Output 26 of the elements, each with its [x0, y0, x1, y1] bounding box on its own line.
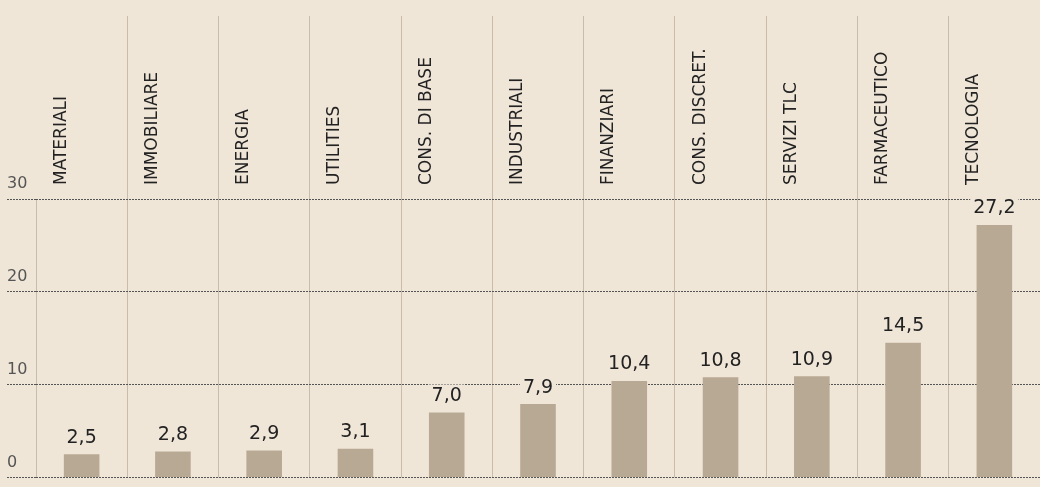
data-label: 2,9 [249, 420, 280, 443]
x-tick-label: IMMOBILIARE [140, 71, 161, 185]
x-tick-label: FINANZIARI [597, 88, 618, 185]
data-label: 2,8 [157, 421, 189, 444]
x-tick-label: FARMACEUTICO [871, 51, 892, 185]
data-label: 7,9 [522, 374, 554, 397]
x-tick-label: MATERIALI [49, 95, 70, 185]
data-label: 7,0 [431, 382, 462, 405]
y-tick-label: 30 [7, 173, 28, 193]
y-tick-label: 20 [7, 265, 28, 285]
x-tick-label: UTILITIES [323, 105, 344, 185]
x-tick-label: INDUSTRIALI [506, 77, 527, 185]
x-tick-label: CONS. DI BASE [414, 57, 435, 185]
data-label: 27,2 [973, 195, 1016, 218]
y-tick-label: 10 [7, 358, 28, 378]
data-label: 3,1 [340, 419, 371, 442]
data-label: 14,5 [881, 313, 925, 336]
x-tick-label: CONS. DISCRET. [688, 48, 709, 185]
x-tick-label: TECNOLOGIA [962, 73, 983, 186]
x-tick-label: SERVIZI TLC [779, 82, 800, 185]
data-label: 10,4 [608, 351, 651, 374]
data-label: 2,5 [66, 424, 97, 447]
x-tick-label: ENERGIA [232, 108, 253, 185]
data-label: 10,9 [790, 346, 833, 369]
data-label: 10,8 [699, 347, 742, 370]
y-tick-label: 0 [7, 451, 18, 471]
